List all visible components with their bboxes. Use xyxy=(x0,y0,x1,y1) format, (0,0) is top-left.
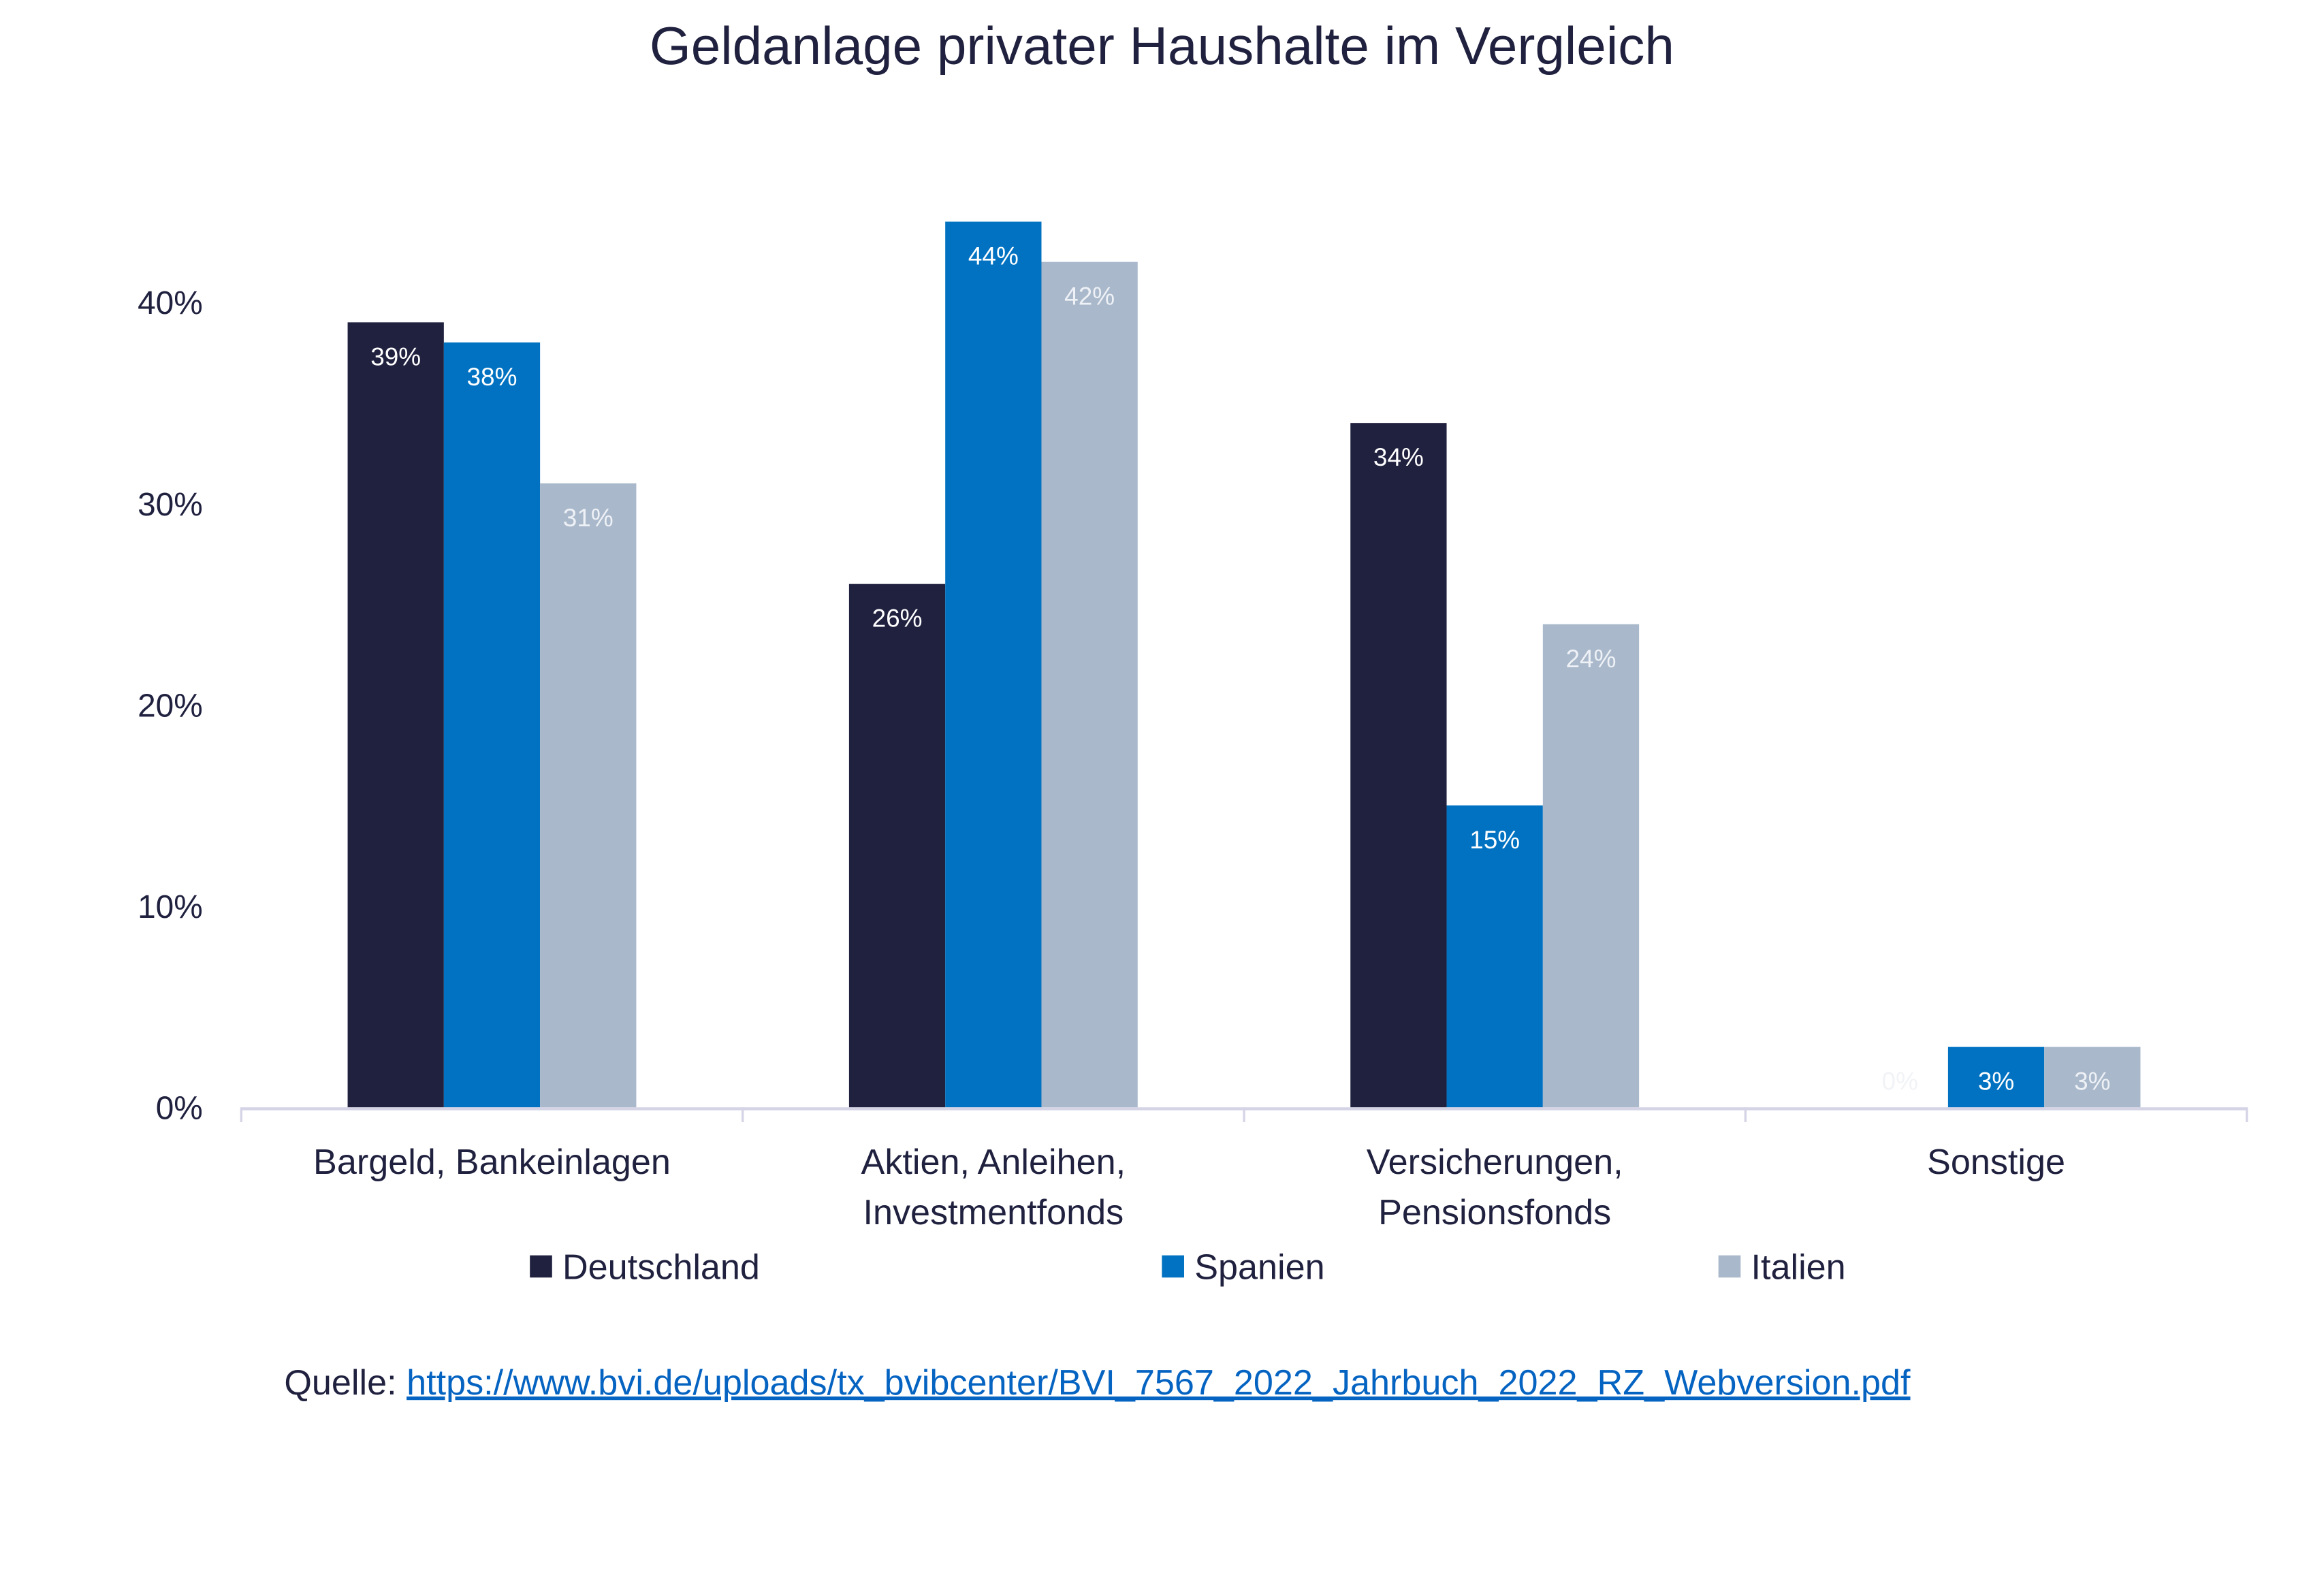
bar-italien xyxy=(1041,261,1138,1108)
legend-swatch xyxy=(1718,1255,1741,1278)
bar-spanien xyxy=(443,342,541,1108)
bars: 39% 26% 34% 0% 38% 44% 15% 3% 31% 42% 24% 3% xyxy=(347,221,2141,1108)
category-label: Aktien, Anleihen, Investmentfonds xyxy=(861,1143,1126,1232)
bar-deutschland xyxy=(347,322,444,1108)
y-axis: 0% 10% 20% 30% 40% xyxy=(138,285,203,1127)
data-label: 3% xyxy=(1978,1068,2014,1096)
data-label: 34% xyxy=(1373,443,1424,471)
legend-label: Italien xyxy=(1751,1247,1846,1287)
chart-title: Geldanlage privater Haushalte im Verglei… xyxy=(650,16,1674,76)
category-label: Sonstige xyxy=(1927,1143,2065,1182)
source-label: Quelle: xyxy=(284,1363,407,1403)
category-label: Versicherungen, Pensionsfonds xyxy=(1367,1143,1623,1232)
data-label: 24% xyxy=(1566,645,1617,673)
y-tick-label: 20% xyxy=(138,688,203,724)
legend: Deutschland Spanien Italien xyxy=(530,1247,1846,1287)
y-tick-label: 40% xyxy=(138,285,203,321)
y-tick-label: 0% xyxy=(156,1091,203,1127)
bar-italien xyxy=(2044,1047,2141,1108)
legend-swatch xyxy=(530,1255,552,1278)
category-label: Bargeld, Bankeinlagen xyxy=(313,1143,671,1182)
legend-item-deutschland: Deutschland xyxy=(530,1247,760,1287)
source-link[interactable]: https://www.bvi.de/uploads/tx_bvibcenter… xyxy=(407,1363,1911,1403)
bar-deutschland xyxy=(848,584,946,1108)
legend-label: Spanien xyxy=(1194,1247,1324,1287)
bar-deutschland xyxy=(1350,423,1447,1108)
bar-italien xyxy=(540,483,637,1108)
bar-spanien xyxy=(1947,1047,2045,1108)
legend-item-spanien: Spanien xyxy=(1162,1247,1325,1287)
legend-item-italien: Italien xyxy=(1718,1247,1846,1287)
data-label: 38% xyxy=(467,363,517,391)
bar-italien xyxy=(1542,624,1640,1108)
data-label: 39% xyxy=(370,342,421,370)
data-label: 15% xyxy=(1469,826,1520,854)
bar-spanien xyxy=(945,221,1042,1108)
data-label: 42% xyxy=(1064,283,1115,310)
x-axis: Bargeld, Bankeinlagen Aktien, Anleihen, In… xyxy=(240,1107,2248,1232)
data-label: 44% xyxy=(968,242,1019,270)
y-tick-label: 10% xyxy=(138,889,203,925)
bar-spanien xyxy=(1446,805,1543,1108)
data-label: 31% xyxy=(563,504,614,532)
data-label: 0% xyxy=(1882,1068,1918,1096)
source-line: Quelle: https://www.bvi.de/uploads/tx_bv… xyxy=(284,1363,1911,1403)
data-label: 26% xyxy=(872,605,923,633)
legend-label: Deutschland xyxy=(562,1247,760,1287)
y-tick-label: 30% xyxy=(138,487,203,523)
legend-swatch xyxy=(1162,1255,1184,1278)
data-label: 3% xyxy=(2074,1068,2110,1096)
